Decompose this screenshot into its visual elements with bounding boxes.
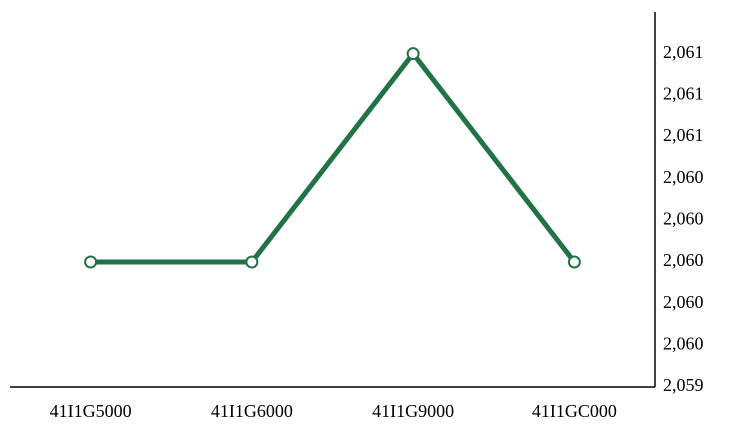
y-tick-label: 2,061 xyxy=(663,125,704,145)
y-tick-label: 2,060 xyxy=(663,208,704,228)
x-tick-label: 41I1GC000 xyxy=(532,401,617,421)
y-tick-label: 2,059 xyxy=(663,375,704,395)
data-point xyxy=(245,255,259,269)
y-tick-label: 2,061 xyxy=(663,83,704,103)
y-tick-label: 2,060 xyxy=(663,333,704,353)
x-tick-label: 41I1G6000 xyxy=(211,401,293,421)
y-tick-label: 2,060 xyxy=(663,292,704,312)
x-tick-label: 41I1G9000 xyxy=(372,401,454,421)
x-tick-label: 41I1G5000 xyxy=(50,401,132,421)
y-tick-label: 2,060 xyxy=(663,167,704,187)
data-point xyxy=(84,255,98,269)
data-point xyxy=(567,255,581,269)
data-point xyxy=(406,47,420,61)
y-tick-label: 2,061 xyxy=(663,42,704,62)
y-tick-label: 2,060 xyxy=(663,250,704,270)
line-series xyxy=(90,51,577,265)
